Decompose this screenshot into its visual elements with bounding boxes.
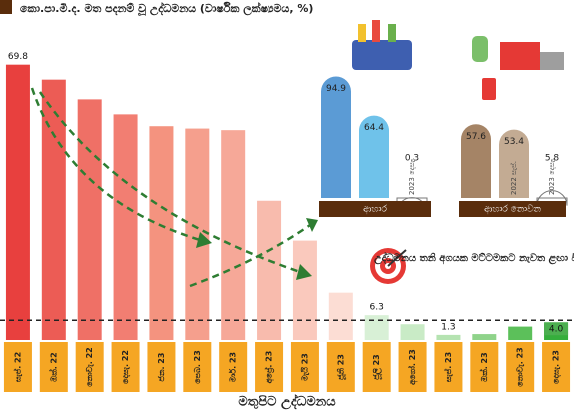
x-axis-title: මතුපිට උද්ධමනය bbox=[238, 392, 336, 410]
x-label-box bbox=[398, 342, 427, 392]
x-tick-label: ඔක්. 22 bbox=[48, 352, 58, 381]
x-label-box bbox=[39, 342, 68, 392]
chart-title: කො.පා.මි.ද. මත පදනම් වූ උද්ධමනය (වාර්ෂික… bbox=[20, 1, 313, 17]
x-label-box bbox=[506, 342, 535, 392]
x-label-box bbox=[111, 342, 140, 392]
inset-category: 2022 සැප්. bbox=[510, 161, 518, 195]
inset-label-box bbox=[459, 201, 566, 217]
bar bbox=[257, 200, 282, 340]
inset-bar bbox=[359, 115, 389, 198]
x-tick-label: අගෝ. 23 bbox=[407, 349, 418, 385]
bar bbox=[292, 240, 317, 340]
x-tick-label: මැයි 23 bbox=[299, 353, 309, 381]
inset-label: ආහාර bbox=[363, 205, 387, 215]
x-tick-label: අප්‍රේ. 23 bbox=[263, 351, 274, 384]
x-tick-label: ජන. 23 bbox=[156, 353, 166, 382]
x-label-box bbox=[3, 342, 32, 392]
bar bbox=[328, 292, 353, 340]
bar bbox=[5, 64, 30, 340]
inset-category: 2023 දෙසැ. bbox=[548, 158, 556, 195]
x-label-box bbox=[326, 342, 355, 392]
value-label: 69.8 bbox=[8, 52, 28, 62]
value-label: 1.3 bbox=[441, 322, 455, 332]
inset-value-label: 94.9 bbox=[326, 84, 346, 94]
arrow-heads bbox=[196, 218, 318, 280]
inset-value-label: 57.6 bbox=[466, 132, 486, 142]
value-label: 4.0 bbox=[549, 325, 564, 335]
bar bbox=[508, 326, 533, 340]
x-tick-label: ජූලි 23 bbox=[371, 354, 383, 380]
x-tick-label: ඔක්. 23 bbox=[479, 352, 489, 381]
bar bbox=[113, 114, 138, 340]
x-tick-label: නොවැ. 22 bbox=[84, 347, 94, 387]
bar bbox=[400, 324, 425, 340]
x-tick-label: පෙබ. 23 bbox=[192, 350, 202, 384]
bar bbox=[185, 128, 210, 340]
bar bbox=[472, 334, 497, 340]
x-tick-label: මාර්. 23 bbox=[228, 352, 238, 382]
x-label-box bbox=[470, 342, 499, 392]
inset-icons bbox=[352, 20, 564, 100]
x-label-box bbox=[75, 342, 104, 392]
inset-value-label: 0.3 bbox=[405, 154, 419, 164]
x-tick-label: නොවැ. 23 bbox=[515, 347, 525, 387]
title-marker bbox=[0, 0, 12, 14]
inset-bar bbox=[321, 76, 351, 198]
value-label-box bbox=[544, 322, 569, 336]
inset-label: ආහාර නොවන bbox=[484, 205, 541, 215]
x-tick-label: දෙසැ. 22 bbox=[121, 350, 131, 384]
value-label: 6.3 bbox=[370, 303, 384, 313]
inset-bar bbox=[461, 124, 491, 198]
x-tick-label: ජූනි 23 bbox=[335, 354, 346, 380]
target-icon bbox=[370, 248, 407, 284]
bar bbox=[221, 130, 246, 340]
x-tick-label: සැප්. 22 bbox=[12, 352, 22, 382]
inset-category: 2023 දෙසැ. bbox=[408, 158, 416, 195]
inset-bar bbox=[499, 129, 529, 198]
trend-arrows bbox=[30, 87, 311, 288]
x-label-box bbox=[434, 342, 463, 392]
bars: සැප්. 22 69.8 ඔක්. 22 නොවැ. 22 දෙසැ. 22 ජන. 2… bbox=[0, 52, 574, 392]
bar bbox=[364, 315, 389, 340]
bar bbox=[77, 99, 102, 340]
x-label-box bbox=[147, 342, 176, 392]
inset-value-label: 64.4 bbox=[364, 123, 384, 133]
annotation: උද්ධමනය තනි අගයක මට්ටමකට නැවත ළඟා විය bbox=[374, 251, 574, 265]
x-label-box bbox=[183, 342, 212, 392]
inset-value-label: 5.8 bbox=[545, 154, 560, 164]
inset-value-label: 53.4 bbox=[504, 137, 524, 147]
bar bbox=[149, 126, 174, 340]
inset-label-box bbox=[319, 201, 431, 217]
x-label-box bbox=[362, 342, 391, 392]
x-label-box bbox=[290, 342, 319, 392]
bar bbox=[41, 79, 66, 341]
x-tick-label: දෙසැ. 23 bbox=[552, 350, 562, 384]
x-label-box bbox=[542, 342, 571, 392]
x-label-box bbox=[219, 342, 248, 392]
x-tick-label: සැප්. 23 bbox=[443, 352, 453, 382]
bar bbox=[436, 334, 461, 340]
x-label-box bbox=[255, 342, 284, 392]
